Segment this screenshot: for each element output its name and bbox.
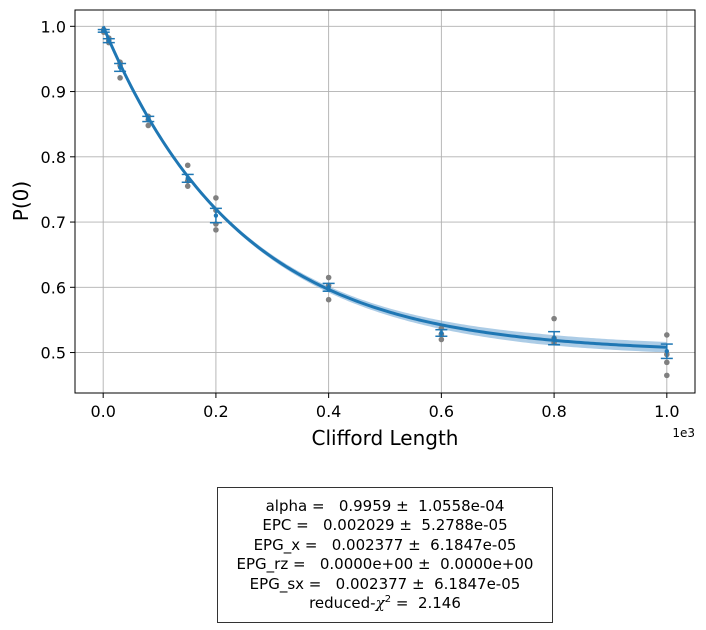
mean-data-point bbox=[117, 65, 123, 70]
chi-symbol: χ bbox=[375, 594, 385, 612]
y-tick-label: 0.8 bbox=[41, 148, 66, 167]
stat-epc: EPC = 0.002029 ± 5.2788e-05 bbox=[262, 516, 508, 534]
stat-epg-x: EPG_x = 0.002377 ± 6.1847e-05 bbox=[253, 535, 517, 554]
raw-data-point bbox=[664, 332, 670, 338]
x-tick-label: 0.6 bbox=[429, 402, 454, 421]
chi-exponent: 2 bbox=[384, 594, 392, 605]
y-tick-label: 0.5 bbox=[41, 344, 66, 363]
x-axis-label: Clifford Length bbox=[311, 426, 458, 450]
x-axis-scale-note: 1e3 bbox=[672, 426, 695, 440]
raw-data-point bbox=[145, 122, 152, 129]
raw-data-point bbox=[213, 227, 219, 233]
x-axis-ticks: 0.0 0.2 0.4 0.6 0.8 1.0 bbox=[90, 393, 680, 421]
fit-curve bbox=[101, 25, 667, 349]
chi-value: = 2.146 bbox=[391, 594, 461, 612]
fit-statistics-box: alpha = 0.9959 ± 1.0558e-04 EPC = 0.0020… bbox=[217, 487, 553, 623]
raw-data-point bbox=[551, 315, 557, 322]
raw-data-point bbox=[664, 359, 670, 366]
y-tick-label: 1.0 bbox=[41, 17, 66, 36]
stat-reduced-chi-squared: reduced-χ2 = 2.146 bbox=[309, 594, 461, 614]
mean-data-point bbox=[664, 349, 670, 354]
mean-data-point bbox=[213, 213, 219, 218]
mean-data-point bbox=[185, 176, 190, 181]
raw-data-point bbox=[664, 372, 670, 379]
x-tick-label: 0.0 bbox=[90, 402, 115, 421]
mean-error-bars bbox=[97, 28, 673, 360]
x-tick-label: 0.4 bbox=[316, 402, 341, 421]
mean-data-point bbox=[439, 330, 444, 336]
raw-data-point bbox=[184, 183, 191, 189]
x-tick-label: 0.8 bbox=[541, 402, 566, 421]
stat-alpha: alpha = 0.9959 ± 1.0558e-04 bbox=[265, 496, 505, 515]
x-tick-label: 0.2 bbox=[203, 402, 228, 421]
raw-data-point bbox=[184, 162, 191, 169]
raw-data-point bbox=[438, 336, 445, 343]
mean-data-point bbox=[326, 285, 331, 290]
x-tick-label: 1.0 bbox=[654, 402, 679, 421]
mean-data-point bbox=[551, 335, 557, 341]
raw-data-point bbox=[325, 274, 332, 281]
plot-frame bbox=[74, 9, 696, 394]
stat-epg-rz: EPG_rz = 0.0000e+00 ± 0.0000e+00 bbox=[236, 555, 534, 573]
raw-data-point bbox=[213, 195, 219, 201]
grid-lines bbox=[75, 10, 695, 393]
y-tick-label: 0.7 bbox=[41, 213, 66, 232]
mean-data-point bbox=[101, 28, 106, 34]
raw-data-point bbox=[325, 296, 332, 303]
y-tick-label: 0.9 bbox=[41, 83, 66, 102]
mean-data-point bbox=[106, 38, 112, 43]
y-axis-ticks: 0.5 0.6 0.7 0.8 0.9 1.0 bbox=[41, 17, 75, 363]
fit-confidence-band bbox=[103, 25, 667, 353]
y-tick-label: 0.6 bbox=[41, 278, 66, 297]
raw-data-points bbox=[100, 26, 670, 379]
stat-epg-sx: EPG_sx = 0.002377 ± 6.1847e-05 bbox=[249, 574, 521, 593]
y-axis-label: P(0) bbox=[9, 181, 33, 221]
chi-prefix: reduced- bbox=[309, 594, 376, 612]
mean-data-point bbox=[146, 116, 151, 122]
raw-data-point bbox=[117, 75, 123, 81]
